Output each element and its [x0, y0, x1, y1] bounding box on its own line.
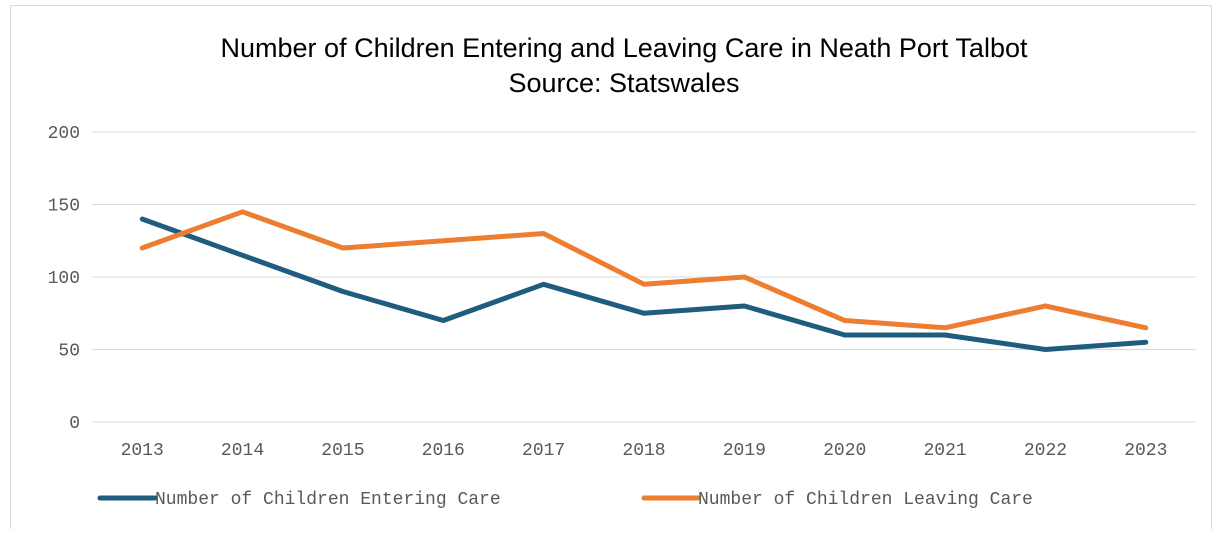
chart-title: Number of Children Entering and Leaving …: [221, 33, 1028, 63]
y-tick-label: 100: [48, 269, 80, 289]
series-line-entering-care: [139, 216, 1149, 352]
legend-label: Number of Children Entering Care: [155, 490, 501, 510]
chart-frame: [10, 5, 1212, 529]
gridlines: [92, 131, 1196, 423]
series-lines: [139, 209, 1149, 352]
x-tick-label: 2022: [1024, 441, 1067, 461]
x-axis-ticks: 2013 2014 2015 2016 2017 2018 2019 2020 2021 2022…: [121, 441, 1168, 461]
y-tick-label: 0: [69, 414, 80, 434]
x-tick-label: 2021: [923, 441, 966, 461]
x-tick-label: 2016: [422, 441, 465, 461]
legend-label: Number of Children Leaving Care: [698, 490, 1033, 510]
x-tick-label: 2014: [221, 441, 264, 461]
x-tick-label: 2019: [723, 441, 766, 461]
x-tick-label: 2023: [1124, 441, 1167, 461]
x-tick-label: 2020: [823, 441, 866, 461]
x-tick-label: 2018: [622, 441, 665, 461]
y-tick-label: 50: [58, 342, 80, 362]
x-tick-label: 2015: [321, 441, 364, 461]
series-line-leaving-care: [139, 209, 1149, 331]
x-tick-label: 2013: [121, 441, 164, 461]
x-tick-label: 2017: [522, 441, 565, 461]
y-tick-label: 200: [48, 124, 80, 144]
chart-subtitle: Source: Statswales: [508, 68, 739, 98]
legend: Number of Children Entering Care Number o…: [97, 490, 1033, 510]
y-tick-label: 150: [48, 197, 80, 217]
y-axis-ticks: 0 50 100 150 200: [48, 124, 80, 434]
